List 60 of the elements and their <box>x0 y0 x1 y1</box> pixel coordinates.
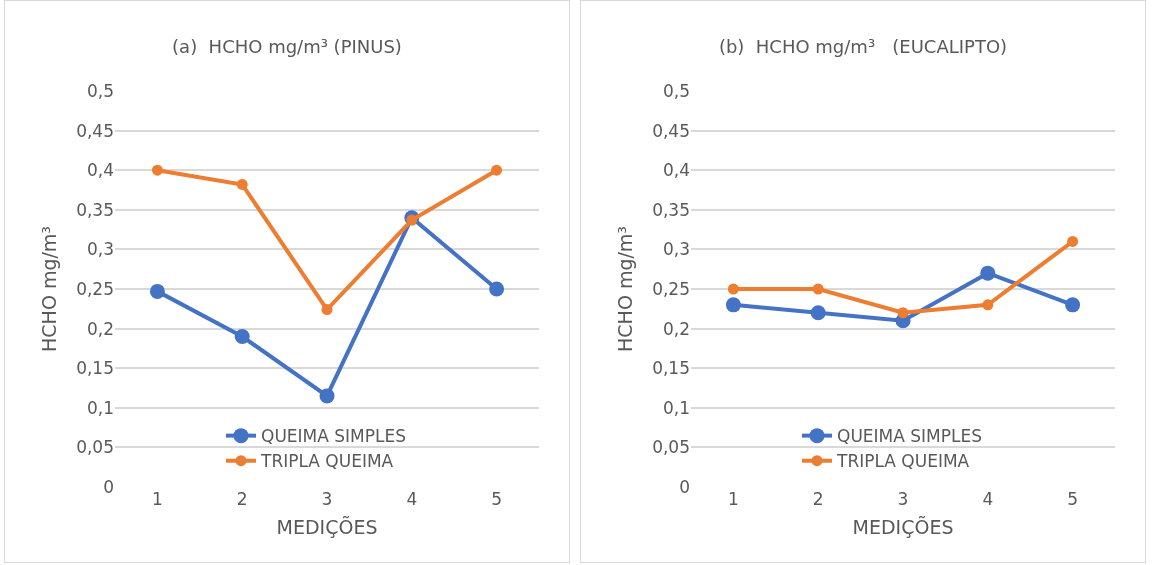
y-tick-label: 0,35 <box>652 199 690 220</box>
x-tick-label: 2 <box>236 489 248 509</box>
point <box>1067 235 1079 247</box>
point <box>982 299 994 311</box>
y-tick-label: 0,35 <box>76 199 114 220</box>
point <box>406 214 418 226</box>
y-tick-label: 0,25 <box>76 278 114 299</box>
point <box>151 164 163 176</box>
x-tick-label: 3 <box>321 489 333 509</box>
y-tick-label: 0,05 <box>652 437 690 458</box>
x-tick-label: 5 <box>491 489 503 509</box>
point <box>727 283 739 295</box>
point <box>236 178 248 190</box>
x-tick-label: 4 <box>982 489 994 509</box>
y-tick-label: 0,3 <box>86 239 114 260</box>
x-tick-label: 3 <box>897 489 909 509</box>
point <box>1065 297 1081 313</box>
legend-label: QUEIMA SIMPLES <box>837 426 983 447</box>
y-tick-label: 0,45 <box>76 120 114 141</box>
point <box>489 281 505 297</box>
point <box>980 265 996 281</box>
point <box>234 329 250 345</box>
point <box>149 283 165 299</box>
y-axis-title: HCHO mg/m³ <box>613 226 636 352</box>
y-axis-title: HCHO mg/m³ <box>37 226 60 352</box>
legend-label: TRIPLA QUEIMA <box>836 451 970 472</box>
x-tick-label: 5 <box>1067 489 1079 509</box>
x-axis-title: MEDIÇÕES <box>276 515 378 538</box>
x-tick-label: 1 <box>151 489 163 509</box>
y-tick-label: 0,05 <box>76 437 114 458</box>
y-tick-label: 0,4 <box>86 160 114 181</box>
legend-label: QUEIMA SIMPLES <box>261 426 407 447</box>
point <box>491 164 503 176</box>
point <box>897 307 909 319</box>
y-tick-label: 0,5 <box>662 80 690 101</box>
y-tick-label: 0,15 <box>76 358 114 379</box>
chart-title: (a) HCHO mg/m³ (PINUS) <box>172 35 402 57</box>
y-tick-label: 0,1 <box>662 397 690 418</box>
y-tick-label: 0,3 <box>662 239 690 260</box>
y-tick-label: 0,45 <box>652 120 690 141</box>
point <box>321 304 333 316</box>
point <box>319 388 335 404</box>
x-axis-title: MEDIÇÕES <box>852 515 954 538</box>
y-tick-label: 0,5 <box>86 80 114 101</box>
y-tick-label: 0,2 <box>86 318 114 339</box>
y-tick-label: 0 <box>679 476 690 497</box>
y-tick-label: 0,1 <box>86 397 114 418</box>
x-tick-label: 4 <box>406 489 418 509</box>
y-tick-label: 0,25 <box>652 278 690 299</box>
point <box>725 297 741 313</box>
legend-label: TRIPLA QUEIMA <box>260 451 394 472</box>
y-tick-label: 0,15 <box>652 358 690 379</box>
y-tick-label: 0,2 <box>662 318 690 339</box>
chart-title: (b) HCHO mg/m³ (EUCALIPTO) <box>718 35 1008 57</box>
x-tick-label: 2 <box>812 489 824 509</box>
point <box>812 283 824 295</box>
x-tick-label: 1 <box>727 489 739 509</box>
point <box>810 305 826 321</box>
y-tick-label: 0 <box>103 476 114 497</box>
y-tick-label: 0,4 <box>662 160 690 181</box>
